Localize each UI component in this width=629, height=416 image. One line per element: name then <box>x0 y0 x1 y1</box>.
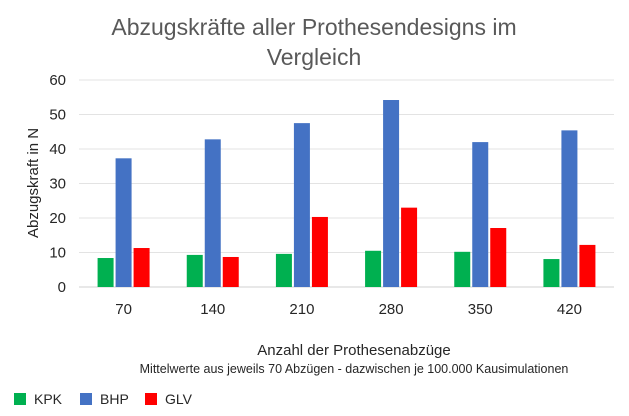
x-tick-label-70: 70 <box>115 301 132 318</box>
x-tick-label-350: 350 <box>468 301 493 318</box>
bar-bhp-210 <box>293 123 310 287</box>
bar-kpk-420 <box>543 259 560 287</box>
x-tick-label-420: 420 <box>557 301 582 318</box>
bar-kpk-280 <box>365 250 382 287</box>
y-tick-label-30: 30 <box>49 176 66 193</box>
x-tick-label-210: 210 <box>289 301 314 318</box>
x-axis-label: Anzahl der Prothesenabzüge <box>257 342 450 359</box>
bar-bhp-70 <box>115 158 132 287</box>
y-tick-label-60: 60 <box>49 72 66 89</box>
bar-kpk-350 <box>454 251 471 287</box>
legend-swatch-kpk <box>14 393 26 405</box>
x-axis-subtitle: Mittelwerte aus jeweils 70 Abzügen - daz… <box>140 362 569 376</box>
bar-glv-210 <box>311 216 328 287</box>
x-tick-label-140: 140 <box>200 301 225 318</box>
y-tick-label-40: 40 <box>49 141 66 158</box>
legend-swatch-bhp <box>80 393 92 405</box>
bar-glv-140 <box>222 256 239 287</box>
legend-label-glv: GLV <box>165 391 193 407</box>
bar-bhp-140 <box>204 139 221 287</box>
chart-title-line-2: Vergleich <box>267 44 362 70</box>
bar-bhp-420 <box>561 130 578 287</box>
legend-label-kpk: KPK <box>34 391 63 407</box>
y-tick-labels: 0 10 20 30 40 50 60 <box>49 72 66 296</box>
y-tick-label-0: 0 <box>58 279 66 296</box>
bar-glv-420 <box>579 244 596 287</box>
bar-glv-280 <box>401 207 418 287</box>
bar-bhp-350 <box>472 142 489 287</box>
grid-layer <box>79 79 614 288</box>
chart-title-line-1: Abzugskräfte aller Prothesendesigns im <box>111 14 516 40</box>
bar-glv-70 <box>133 248 150 287</box>
bar-kpk-210 <box>275 253 292 287</box>
y-axis-label: Abzugskraft in N <box>25 128 42 238</box>
bar-bhp-280 <box>383 100 400 287</box>
x-tick-label-280: 280 <box>379 301 404 318</box>
legend-swatch-glv <box>145 393 157 405</box>
y-tick-label-20: 20 <box>49 210 66 227</box>
y-tick-label-10: 10 <box>49 245 66 262</box>
bar-kpk-70 <box>97 258 114 287</box>
bar-glv-350 <box>490 228 507 287</box>
legend: KPK BHP GLV <box>14 391 193 407</box>
x-tick-labels: 70 140 210 280 350 420 <box>115 301 582 318</box>
y-tick-label-50: 50 <box>49 107 66 124</box>
bar-kpk-140 <box>186 254 203 287</box>
legend-label-bhp: BHP <box>100 391 129 407</box>
bars <box>97 100 596 287</box>
